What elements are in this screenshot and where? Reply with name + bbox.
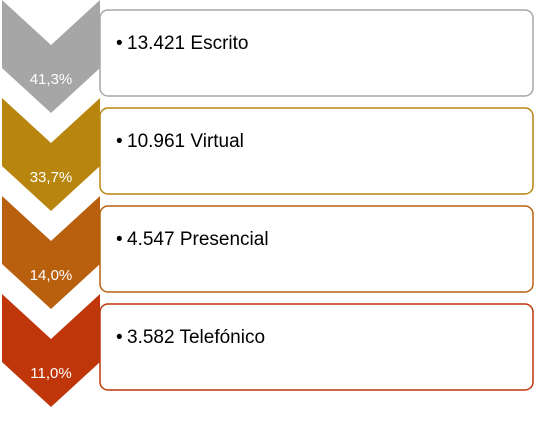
bullet: • <box>116 327 123 348</box>
chevron <box>2 196 100 309</box>
chevron-label: 14,0% <box>30 267 73 284</box>
chevron-label: 33,7% <box>30 169 73 186</box>
bullet: • <box>116 229 123 250</box>
bullet: • <box>116 131 123 152</box>
item-text: 4.547 Presencial <box>127 229 269 250</box>
chevron-label: 41,3% <box>30 71 73 88</box>
item-text: 10.961 Virtual <box>127 131 244 152</box>
bullet: • <box>116 33 123 54</box>
chevron <box>2 98 100 211</box>
item-text: 13.421 Escrito <box>127 33 248 54</box>
chevron <box>2 0 100 113</box>
chevron <box>2 294 100 407</box>
item-text: 3.582 Telefónico <box>127 327 265 348</box>
chevron-label: 11,0% <box>30 365 71 382</box>
